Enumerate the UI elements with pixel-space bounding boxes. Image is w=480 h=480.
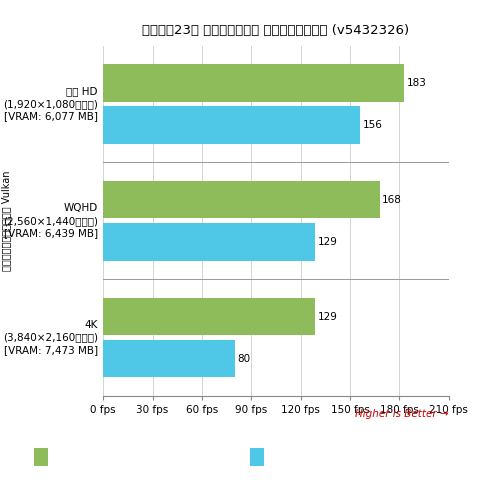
Text: 168: 168 (382, 195, 402, 205)
Bar (103, 107, 360, 144)
Text: 156: 156 (362, 120, 382, 130)
Text: 129: 129 (318, 312, 338, 322)
Bar (103, 181, 380, 218)
Bar (103, 223, 315, 261)
Text: 183: 183 (407, 78, 427, 88)
Bar (103, 298, 315, 335)
Text: 画質設定「ウルトラ」｜ Vulkan: 画質設定「ウルトラ」｜ Vulkan (1, 170, 11, 271)
Bar (103, 340, 235, 377)
Bar (250, 448, 264, 467)
Text: GeForce RTX 3080 [10GB]: GeForce RTX 3080 [10GB] (53, 452, 188, 462)
Text: 129: 129 (318, 237, 338, 247)
Bar (103, 64, 404, 102)
Text: 80: 80 (237, 354, 251, 364)
Text: Higher is Better →: Higher is Better → (355, 409, 449, 419)
Bar (34, 448, 48, 467)
Title: 【グラフ23】 ゴーストリコン ブレイクポイント (v5432326): 【グラフ23】 ゴーストリコン ブレイクポイント (v5432326) (143, 24, 409, 37)
Text: GeForce RTX 2080 Ti [11GB]: GeForce RTX 2080 Ti [11GB] (269, 452, 416, 462)
